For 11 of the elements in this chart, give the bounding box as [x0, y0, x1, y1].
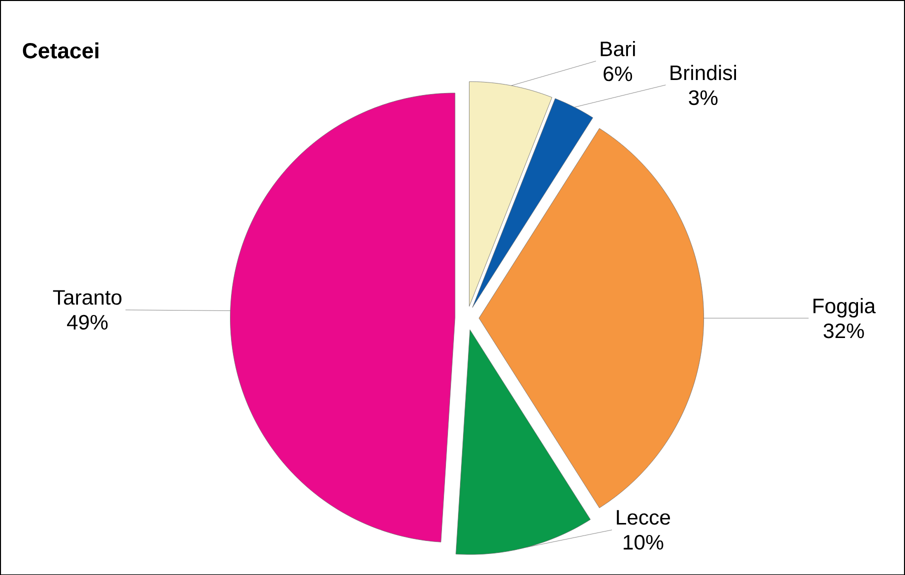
data-label: 49%	[67, 314, 108, 330]
chart-title: Cetacei	[22, 42, 98, 58]
slice-label: Taranto	[53, 290, 122, 305]
slice-label: Brindisi	[670, 64, 736, 80]
data-label: 3%	[688, 90, 718, 105]
slice-label: Bari	[600, 40, 635, 56]
slice-label: Lecce	[616, 510, 670, 525]
slice-label: Foggia	[814, 298, 876, 318]
data-label: 10%	[624, 534, 664, 550]
data-label: 6%	[604, 66, 632, 82]
data-label: 32%	[824, 323, 864, 338]
